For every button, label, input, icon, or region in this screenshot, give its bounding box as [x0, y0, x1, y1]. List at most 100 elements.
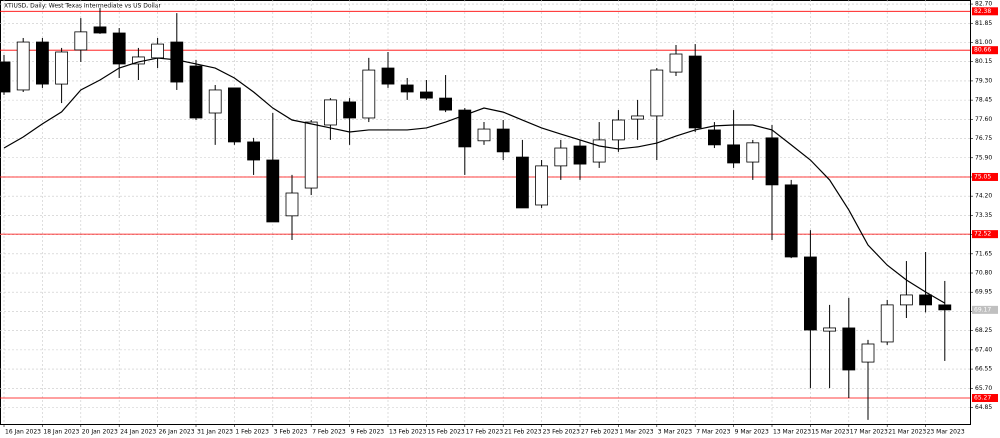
x-tick-label: 9 Mar 2023	[735, 429, 769, 436]
x-tick-label: 18 Jan 2023	[43, 429, 79, 436]
candle-body	[746, 142, 760, 163]
candle-body	[74, 31, 88, 51]
x-tick-label: 1 Feb 2023	[235, 429, 269, 436]
x-tick-label: 17 Feb 2023	[466, 429, 504, 436]
x-tick-label: 13 Mar 2023	[773, 429, 811, 436]
candle-body	[208, 89, 222, 114]
candle-body	[900, 294, 913, 306]
y-tick-label: 65.70	[975, 385, 992, 392]
candle-body	[170, 41, 184, 83]
candle-body	[612, 119, 625, 141]
y-tick-label: 69.95	[975, 289, 992, 296]
x-tick-label: 3 Mar 2023	[658, 429, 692, 436]
x-tick-label: 31 Jan 2023	[197, 429, 233, 436]
candle-body	[688, 55, 702, 129]
candle-body	[861, 343, 875, 363]
candle-body	[516, 156, 529, 209]
candle-body	[362, 69, 376, 119]
candle-body	[554, 147, 568, 167]
level-label-box	[972, 172, 998, 181]
candle-body	[842, 327, 856, 371]
y-tick-label: 80.15	[975, 58, 992, 65]
candle-body	[0, 61, 11, 93]
y-tick-label: 64.85	[975, 404, 992, 411]
x-tick-label: 23 Feb 2023	[543, 429, 581, 436]
candle-body	[439, 97, 453, 111]
x-tick-label: 17 Mar 2023	[850, 429, 888, 436]
y-tick-label: 66.55	[975, 366, 992, 373]
candle-body	[669, 53, 683, 73]
candle-body	[535, 165, 548, 206]
x-tick-label: 23 Mar 2023	[927, 429, 965, 436]
candle-body	[477, 128, 491, 142]
y-tick-label: 81.85	[975, 20, 992, 27]
y-tick-label: 68.25	[975, 327, 992, 334]
candle-body	[189, 65, 203, 119]
x-tick-label: 27 Feb 2023	[581, 429, 619, 436]
candle-body	[938, 304, 952, 311]
y-tick-label: 73.35	[975, 212, 992, 219]
x-tick-label: 1 Mar 2023	[619, 429, 653, 436]
x-tick-label: 3 Feb 2023	[274, 429, 308, 436]
candle-body	[880, 304, 894, 343]
candle-body	[650, 69, 664, 117]
candle-body	[151, 43, 165, 59]
y-tick-label: 74.20	[975, 193, 992, 200]
candle-body	[36, 41, 49, 85]
y-tick-label: 76.75	[975, 135, 992, 142]
level-label-box	[972, 394, 998, 403]
candle-body	[804, 256, 817, 331]
candle-body	[573, 145, 587, 165]
x-tick-label: 20 Jan 2023	[82, 429, 118, 436]
candle-body	[266, 159, 280, 223]
candle-body	[458, 109, 472, 148]
candle-body	[592, 139, 606, 163]
candle-body	[708, 129, 721, 146]
candle-body	[304, 121, 318, 189]
candle-body	[285, 192, 299, 217]
y-tick-label: 78.45	[975, 97, 992, 104]
candle-body	[93, 26, 107, 34]
level-label: 72.52	[974, 231, 991, 238]
x-tick-label: 16 Jan 2023	[5, 429, 41, 436]
x-tick-label: 15 Feb 2023	[427, 429, 465, 436]
chart-title: XTIUSD, Daily: West Texas Intermediate v…	[4, 3, 162, 10]
candle-body	[631, 115, 644, 120]
y-tick-label: 75.90	[975, 154, 992, 161]
x-tick-label: 26 Jan 2023	[159, 429, 195, 436]
y-tick-label: 77.60	[975, 116, 992, 123]
candle-body	[381, 67, 395, 85]
candle-body	[16, 41, 30, 91]
last-price-label: 69.17	[974, 306, 991, 313]
candle-body	[323, 99, 337, 126]
level-label-box	[972, 46, 998, 55]
x-tick-label: 13 Feb 2023	[389, 429, 427, 436]
x-tick-label: 21 Mar 2023	[888, 429, 926, 436]
x-tick-label: 7 Mar 2023	[696, 429, 730, 436]
y-tick-label: 67.40	[975, 346, 992, 353]
x-tick-label: 7 Feb 2023	[312, 429, 346, 436]
y-tick-label: 79.30	[975, 77, 992, 84]
level-label-box	[972, 7, 998, 16]
candle-body	[823, 327, 836, 332]
candle-body	[919, 294, 932, 306]
candle-body	[227, 87, 241, 143]
candle-body	[247, 141, 261, 161]
level-label: 80.66	[974, 47, 991, 54]
level-label-box	[972, 230, 998, 239]
x-tick-label: 15 Mar 2023	[811, 429, 849, 436]
y-tick-label: 81.00	[975, 39, 992, 46]
x-tick-label: 21 Feb 2023	[504, 429, 542, 436]
plot-frame	[0, 0, 971, 425]
level-label: 75.05	[974, 173, 991, 180]
x-tick-label: 24 Jan 2023	[120, 429, 156, 436]
y-tick-label: 71.65	[975, 250, 992, 257]
candle-body	[400, 84, 414, 93]
candle-body	[343, 101, 357, 119]
x-tick-label: 9 Feb 2023	[351, 429, 385, 436]
last-price-box	[972, 305, 998, 314]
y-tick-label: 70.80	[975, 270, 992, 277]
y-tick-label: 82.70	[975, 1, 992, 8]
